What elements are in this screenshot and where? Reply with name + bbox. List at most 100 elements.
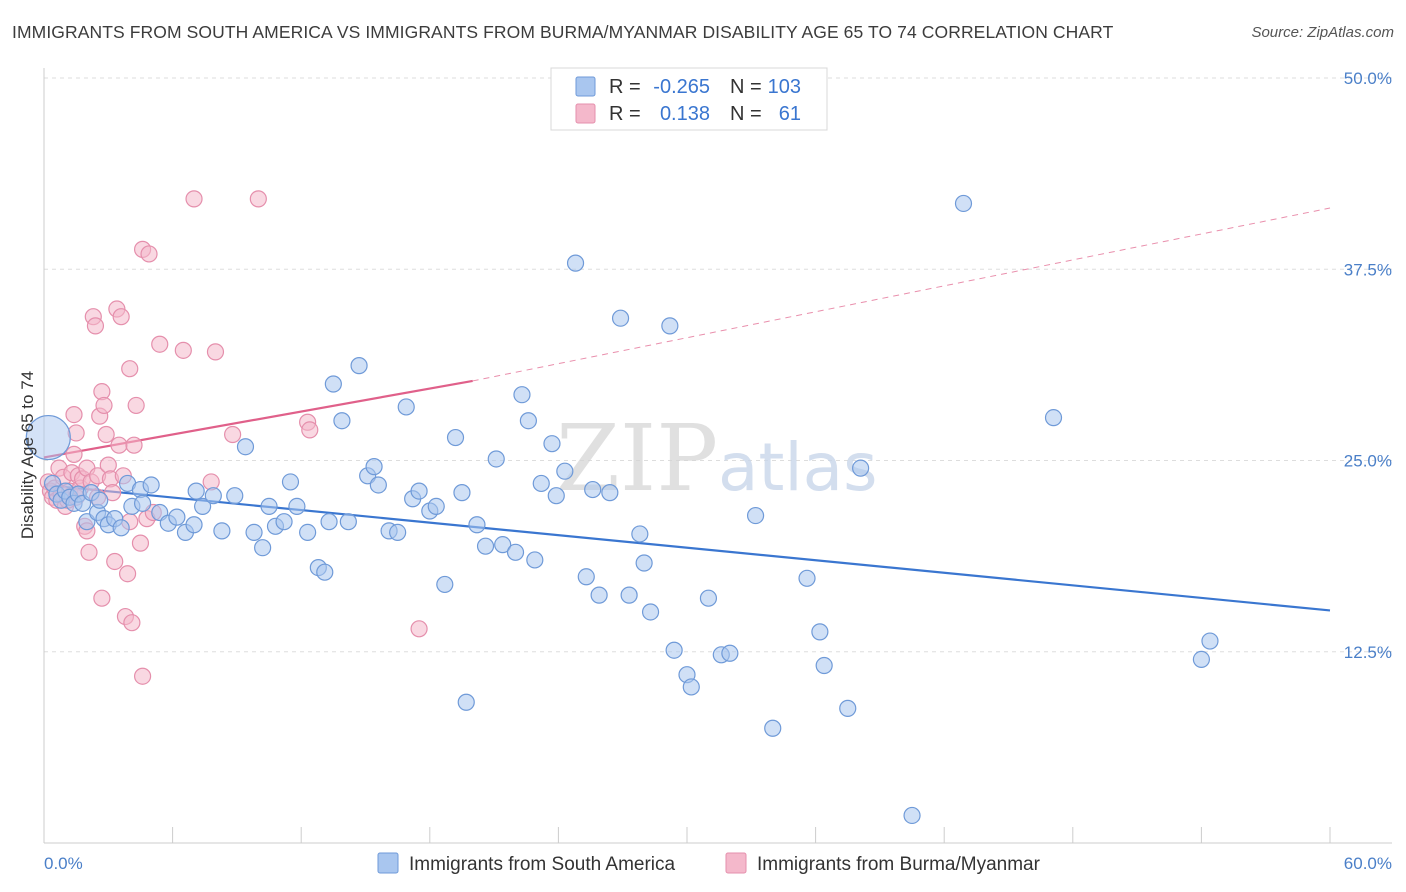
point-south-america-68 xyxy=(543,435,561,453)
legend-n-value-1: 103 xyxy=(768,76,801,98)
grid-lines xyxy=(44,77,1392,653)
legend-swatch-pink xyxy=(575,103,596,124)
point-burma-45 xyxy=(121,360,139,378)
point-south-america-78 xyxy=(631,525,649,543)
point-south-america-0 xyxy=(25,414,71,461)
point-south-america-58 xyxy=(457,693,475,711)
point-south-america-65 xyxy=(519,412,537,430)
legend-swatch-blue xyxy=(575,76,596,97)
point-south-america-19 xyxy=(142,476,160,494)
point-south-america-99 xyxy=(1201,632,1219,650)
point-south-america-39 xyxy=(316,563,334,581)
point-south-america-93 xyxy=(839,699,857,717)
legend-box xyxy=(550,67,828,131)
point-burma-38 xyxy=(110,436,128,454)
point-south-america-80 xyxy=(641,603,660,621)
point-south-america-35 xyxy=(281,473,300,491)
point-burma-36 xyxy=(106,552,124,571)
point-south-america-46 xyxy=(365,458,383,476)
point-south-america-94 xyxy=(852,459,870,477)
point-south-america-92 xyxy=(815,656,833,675)
point-burma-63 xyxy=(410,620,428,638)
legend-n-label-1: N = xyxy=(730,76,762,98)
series-south-america-points xyxy=(25,194,1219,825)
point-burma-58 xyxy=(206,343,225,361)
point-south-america-60 xyxy=(476,537,495,555)
point-burma-42 xyxy=(118,565,137,583)
series-legend: Immigrants from South America Immigrants… xyxy=(377,852,1041,875)
x-tick-label-max: 60.0% xyxy=(1344,854,1392,873)
point-burma-12 xyxy=(65,445,83,463)
point-south-america-64 xyxy=(513,386,531,404)
point-burma-55 xyxy=(174,341,192,359)
point-south-america-70 xyxy=(556,462,574,480)
point-south-america-101 xyxy=(133,494,152,512)
watermark-atlas: atlas xyxy=(718,429,878,506)
point-south-america-75 xyxy=(601,484,619,502)
point-south-america-26 xyxy=(204,487,222,505)
point-south-america-15 xyxy=(112,519,130,537)
point-south-america-98 xyxy=(1192,650,1211,669)
legend-r-value-1: -0.265 xyxy=(653,76,710,98)
point-burma-52 xyxy=(140,245,158,263)
point-burma-47 xyxy=(127,396,145,415)
point-south-america-102 xyxy=(187,482,205,500)
chart-title: IMMIGRANTS FROM SOUTH AMERICA VS IMMIGRA… xyxy=(12,22,1114,42)
point-burma-39 xyxy=(112,308,130,326)
point-south-america-82 xyxy=(665,641,683,659)
point-south-america-66 xyxy=(526,551,544,569)
point-burma-32 xyxy=(97,425,115,444)
point-south-america-49 xyxy=(389,523,407,542)
bottom-legend-label-blue: Immigrants from South America xyxy=(409,854,676,875)
point-south-america-44 xyxy=(350,357,368,375)
point-south-america-43 xyxy=(339,513,357,531)
point-south-america-79 xyxy=(635,554,653,572)
point-burma-29 xyxy=(93,589,111,607)
legend-r-value-2: 0.138 xyxy=(660,103,710,125)
point-south-america-63 xyxy=(506,543,525,561)
point-south-america-27 xyxy=(213,522,231,540)
point-burma-60 xyxy=(249,190,267,208)
point-south-america-84 xyxy=(682,678,700,696)
legend-n-label-2: N = xyxy=(730,103,762,125)
point-burma-56 xyxy=(185,190,203,208)
series-burma-points xyxy=(39,190,428,685)
point-south-america-30 xyxy=(245,523,263,542)
point-south-america-34 xyxy=(275,513,293,531)
trend-line-south-america xyxy=(43,483,1331,612)
point-burma-35 xyxy=(103,484,122,502)
point-south-america-91 xyxy=(811,623,829,641)
y-tick-label-3: 50.0% xyxy=(1344,69,1392,88)
point-south-america-96 xyxy=(954,194,973,213)
point-south-america-40 xyxy=(320,513,338,531)
point-south-america-42 xyxy=(333,412,351,430)
point-south-america-73 xyxy=(584,480,602,499)
point-south-america-69 xyxy=(547,487,565,505)
point-burma-44 xyxy=(123,614,141,632)
y-tick-label-2: 37.5% xyxy=(1344,260,1392,279)
point-south-america-57 xyxy=(453,484,471,502)
point-south-america-90 xyxy=(798,569,816,587)
trend-line-burma-extension xyxy=(472,207,1331,382)
point-south-america-89 xyxy=(764,719,782,737)
point-burma-46 xyxy=(125,436,143,454)
point-south-america-28 xyxy=(226,487,244,505)
point-south-america-25 xyxy=(194,497,212,515)
source-label: Source: ZipAtlas.com xyxy=(1251,24,1394,41)
watermark: ZIP atlas xyxy=(556,405,878,512)
watermark-zip: ZIP xyxy=(556,405,718,512)
y-axis-title: Disability Age 65 to 74 xyxy=(18,371,37,539)
point-south-america-81 xyxy=(661,317,679,335)
point-south-america-54 xyxy=(427,497,445,515)
point-south-america-29 xyxy=(236,438,255,456)
bottom-legend-label-pink: Immigrants from Burma/Myanmar xyxy=(757,854,1041,875)
point-south-america-50 xyxy=(397,398,415,416)
point-south-america-47 xyxy=(369,476,387,494)
point-south-america-85 xyxy=(699,589,718,607)
legend-r-label-2: R = xyxy=(609,103,641,125)
y-tick-label-1: 25.0% xyxy=(1344,452,1392,471)
point-south-america-37 xyxy=(299,523,317,542)
point-burma-54 xyxy=(151,335,169,353)
point-burma-62 xyxy=(301,421,319,439)
